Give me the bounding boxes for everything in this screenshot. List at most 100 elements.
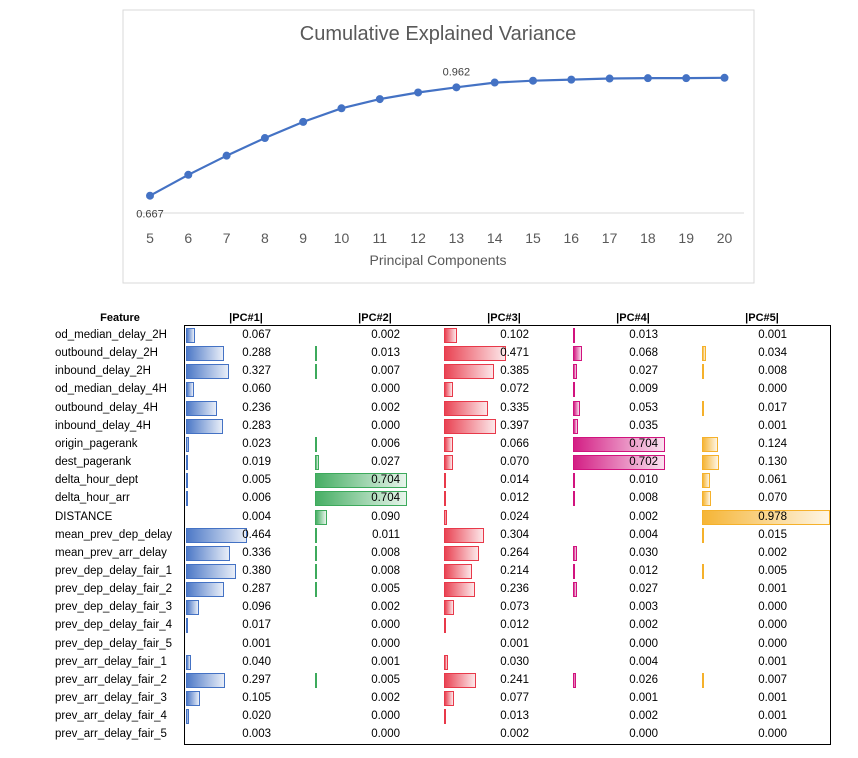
pc2-cell: 0.001 [315,655,443,670]
feature-label: DISTANCE [55,510,113,523]
pc4-cell: 0.004 [573,528,701,543]
x-tick-label: 8 [261,230,269,246]
pc3-cell: 0.073 [444,600,572,616]
pc5-bar [702,527,704,543]
pc1-cell: 0.464 [186,527,314,543]
pc4-cell: 0.026 [573,672,701,688]
pc2-value: 0.005 [371,673,400,686]
pc1-bar [186,418,224,434]
pc2-value: 0.000 [371,710,400,723]
pc4-value: 0.704 [629,437,658,450]
feature-label: mean_prev_dep_delay [55,528,173,541]
pc2-value: 0.090 [371,510,400,523]
pc2-bar [315,527,317,543]
pc3-value: 0.066 [500,437,529,450]
pc1-cell: 0.003 [186,727,314,742]
pc3-bar [444,527,484,543]
pc1-bar [186,527,247,543]
variance-line [149,76,725,197]
variance-point [643,74,652,83]
pc1-bar [186,382,194,398]
variance-point [720,73,729,82]
pc1-value: 0.336 [242,546,271,559]
feature-label: prev_dep_delay_fair_1 [55,564,173,577]
pc1-bar [186,545,230,561]
feature-label: prev_arr_delay_fair_5 [55,728,167,741]
pc5-value: 0.124 [758,437,787,450]
pc1-value: 0.105 [242,692,271,704]
feature-label: inbound_delay_2H [55,365,151,378]
pc1-value: 0.019 [242,456,271,469]
pc3-cell: 0.024 [444,509,572,525]
pc4-value: 0.002 [629,710,658,723]
pc5-cell: 0.001 [702,328,830,343]
pc3-value: 0.471 [500,347,529,360]
pc3-cell: 0.001 [444,637,572,652]
feature-label: prev_arr_delay_fair_4 [55,710,167,723]
pc5-bar [702,364,704,380]
pc1-bar [186,600,199,616]
pc1-bar [186,346,224,362]
pc4-value: 0.012 [629,564,658,577]
feature-label: inbound_delay_4H [55,419,151,432]
pc1-value: 0.006 [242,492,271,505]
pc1-cell: 0.236 [186,400,314,416]
pc1-value: 0.060 [242,383,271,396]
pc3-value: 0.012 [500,619,529,632]
pc5-value: 0.001 [758,329,787,341]
pc4-value: 0.009 [629,383,658,396]
pc1-cell: 0.283 [186,418,314,434]
pc5-value: 0.008 [758,365,787,378]
pc5-value: 0.000 [758,383,787,396]
x-tick-label: 15 [525,230,541,246]
pc4-value: 0.030 [629,546,658,559]
pc2-cell: 0.090 [315,509,443,525]
pc4-value: 0.004 [629,528,658,541]
pc2-value: 0.006 [371,437,400,450]
pc3-cell: 0.397 [444,418,572,434]
pc3-bar [444,491,446,507]
pc1-value: 0.005 [242,474,271,487]
pc2-value: 0.005 [371,583,400,596]
pc5-value: 0.000 [758,728,787,741]
pc3-cell: 0.304 [444,527,572,543]
pc2-cell: 0.005 [315,582,443,598]
pc1-bar [186,455,189,471]
x-axis-title: Principal Components [370,252,507,268]
pc4-value: 0.027 [629,583,658,596]
pc2-cell: 0.006 [315,436,443,452]
pc3-value: 0.002 [500,728,529,741]
pc5-bar [702,672,704,688]
pc2-value: 0.027 [371,456,400,469]
pc4-cell: 0.002 [573,510,701,525]
pc5-cell: 0.978 [702,509,830,525]
feature-label: outbound_delay_2H [55,347,158,360]
pc2-cell: 0.005 [315,672,443,688]
feature-label: prev_dep_delay_fair_2 [55,583,173,596]
pc1-value: 0.297 [242,673,271,686]
variance-point [337,104,346,113]
pc4-value: 0.001 [629,692,658,704]
pc1-bar [186,328,195,343]
pc5-cell: 0.017 [702,400,830,416]
pc2-cell: 0.011 [315,527,443,543]
pc4-value: 0.027 [629,365,658,378]
pc4-value: 0.010 [629,474,658,487]
pc3-bar [444,455,454,471]
pc5-cell: 0.034 [702,346,830,362]
pc2-value: 0.001 [371,655,400,668]
pc5-bar [702,491,712,507]
pc5-value: 0.130 [758,456,787,469]
pc4-cell: 0.003 [573,600,701,615]
pc2-cell: 0.007 [315,364,443,380]
pc4-cell: 0.008 [573,491,701,507]
pc5-value: 0.001 [758,655,787,668]
pc2-value: 0.704 [371,492,400,505]
variance-point [682,74,691,83]
pc3-value: 0.024 [500,510,529,523]
pc2-bar [315,672,317,688]
pc1-bar [186,473,188,489]
feature-label: prev_dep_delay_fair_4 [55,619,173,632]
pc2-bar [315,346,317,362]
